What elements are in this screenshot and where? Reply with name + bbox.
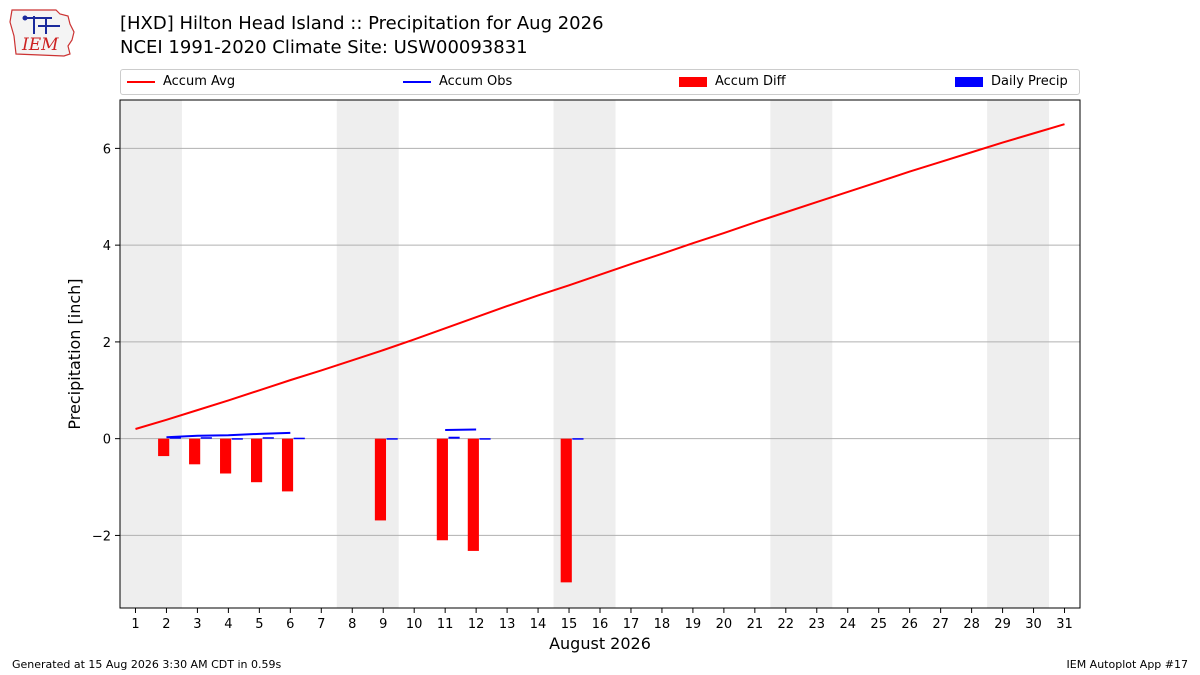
x-tick-label-10: 10 [406,617,423,632]
accum-diff-bar-day-9 [374,438,387,521]
y-axis-ticks: −2 0 2 4 6 [92,142,120,544]
accum-obs-line [166,428,477,439]
legend-item-daily-precip: Daily Precip [955,74,1068,92]
daily-precip-bar-day-11 [448,436,460,439]
accum-diff-bar-day-15 [560,438,572,583]
x-tick-label-30: 30 [1025,617,1042,632]
x-tick-label-28: 28 [963,617,980,632]
accum-avg-series [135,123,1065,430]
y-tick-label-4: 4 [103,239,111,254]
daily-precip-bar-day-3 [200,437,212,439]
x-tick-label-19: 19 [685,617,702,632]
accum-diff-bar-day-6 [281,438,294,492]
x-tick-label-11: 11 [437,617,454,632]
plot-frame [119,99,1081,609]
legend-label-daily-precip: Daily Precip [991,74,1068,89]
weekend-shade-5 [987,100,1050,608]
x-tick-label-6: 6 [286,617,294,632]
legend-item-accum-avg: Accum Avg [127,74,235,92]
y-tick-label-0: 0 [103,433,111,448]
x-axis-label: August 2026 [549,634,651,653]
chart-title: [HXD] Hilton Head Island :: Precipitatio… [120,13,604,34]
daily-precip-bar-day-6 [293,437,305,440]
x-tick-label-21: 21 [747,617,764,632]
x-tick-label-23: 23 [809,617,826,632]
y-tick-label--2: −2 [92,529,111,544]
chart-subtitle: NCEI 1991-2020 Climate Site: USW00093831 [120,37,528,58]
accum-diff-bar-day-3 [189,438,201,465]
weekend-shade-1 [120,100,182,608]
accum-diff-bar-day-12 [467,438,479,551]
weekend-shade-4 [770,100,833,608]
y-tick-label-2: 2 [103,336,111,351]
iem-logo: IEM [9,9,75,57]
x-tick-label-1: 1 [131,617,139,632]
legend: Accum Avg Accum Obs Accum Diff Daily Pre… [120,69,1080,95]
x-tick-label-29: 29 [994,617,1011,632]
legend-label-accum-diff: Accum Diff [715,74,786,89]
x-tick-label-12: 12 [468,617,485,632]
daily-precip-bars [169,436,584,440]
x-tick-label-26: 26 [901,617,918,632]
daily-precip-bar-day-15 [572,438,584,440]
weekend-shade-3 [553,100,616,608]
legend-label-accum-avg: Accum Avg [163,74,236,89]
x-tick-label-25: 25 [870,617,887,632]
x-tick-label-18: 18 [654,617,671,632]
plot-border [119,99,1081,609]
legend-swatch-daily-precip [955,76,983,87]
x-axis-ticks: 1 2 3 4 5 6 7 8 9 10 11 12 13 14 15 16 17 18 19 20 21 22 23 24 2… [131,608,1073,632]
footer-generated: Generated at 15 Aug 2026 3:30 AM CDT in … [12,658,282,671]
legend-item-accum-diff: Accum Diff [679,74,786,92]
x-tick-label-7: 7 [317,617,325,632]
legend-swatch-accum-avg [127,80,155,83]
x-tick-label-2: 2 [162,617,170,632]
footer-app-id: IEM Autoplot App #17 [1066,658,1189,671]
x-tick-label-16: 16 [592,617,609,632]
x-tick-label-15: 15 [561,617,578,632]
x-tick-label-20: 20 [716,617,733,632]
x-tick-label-13: 13 [499,617,516,632]
x-tick-label-9: 9 [379,617,387,632]
daily-precip-bar-day-9 [386,438,398,440]
x-tick-label-17: 17 [623,617,640,632]
logo-text: IEM [21,35,59,55]
x-tick-label-27: 27 [932,617,949,632]
x-tick-label-3: 3 [193,617,201,632]
legend-item-accum-obs: Accum Obs [403,74,512,92]
legend-swatch-accum-obs [403,80,431,83]
x-tick-label-5: 5 [255,617,263,632]
y-tick-label-6: 6 [103,142,111,157]
accum-diff-bar-day-4 [220,438,232,474]
x-tick-label-22: 22 [778,617,795,632]
y-axis-label: Precipitation [inch] [65,278,84,429]
daily-precip-bar-day-2 [169,437,181,439]
weekend-shade-2 [336,100,399,608]
accum-diff-bars [158,438,572,583]
x-tick-label-4: 4 [224,617,232,632]
legend-label-accum-obs: Accum Obs [439,74,513,89]
legend-swatch-accum-diff [679,76,707,87]
daily-precip-bar-day-5 [262,437,274,439]
x-tick-label-14: 14 [530,617,547,632]
accum-obs-segment-1 [166,431,291,439]
weekend-shading [120,100,1050,608]
daily-precip-bar-day-4 [231,438,243,440]
x-tick-label-24: 24 [839,617,856,632]
accum-diff-bar-day-11 [436,438,448,541]
accum-diff-bar-day-5 [250,438,263,483]
x-tick-label-31: 31 [1056,617,1073,632]
accum-diff-bar-day-2 [158,438,170,457]
grid-lines [120,147,1080,536]
x-tick-label-8: 8 [348,617,356,632]
daily-precip-bar-day-12 [479,438,491,440]
accum-avg-line [135,123,1065,430]
